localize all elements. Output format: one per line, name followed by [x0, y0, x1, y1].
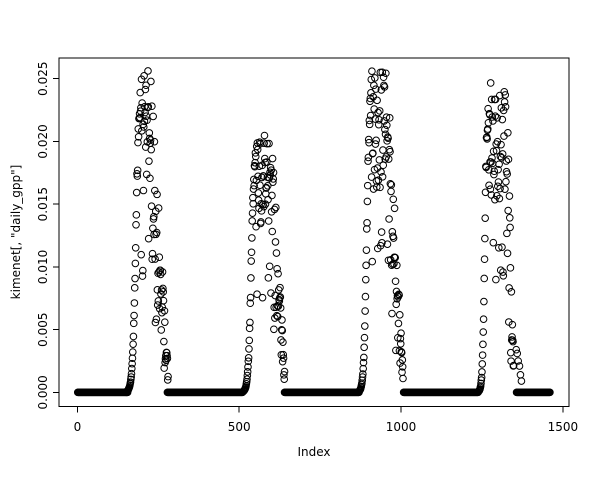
y-tick-label: 0.025 [36, 61, 50, 95]
y-tick-label: 0.010 [36, 250, 50, 284]
x-axis-title: Index [297, 445, 330, 459]
x-tick-label: 500 [228, 420, 251, 434]
x-tick-label: 0 [74, 420, 82, 434]
y-axis-ticks: 0.000 0.005 0.010 0.015 0.020 0.025 [36, 61, 59, 410]
data-points [73, 67, 554, 397]
plot-box [58, 57, 570, 407]
x-tick-label: 1500 [548, 420, 579, 434]
y-axis-title: kimenet[, "daily_gpp"] [9, 165, 23, 300]
x-axis-ticks: 0 500 1000 1500 [74, 406, 579, 434]
y-tick-label: 0.000 [36, 375, 50, 409]
y-tick-label: 0.015 [36, 187, 50, 221]
x-tick-label: 1000 [386, 420, 417, 434]
y-tick-label: 0.020 [36, 124, 50, 158]
y-tick-label: 0.005 [36, 312, 50, 346]
